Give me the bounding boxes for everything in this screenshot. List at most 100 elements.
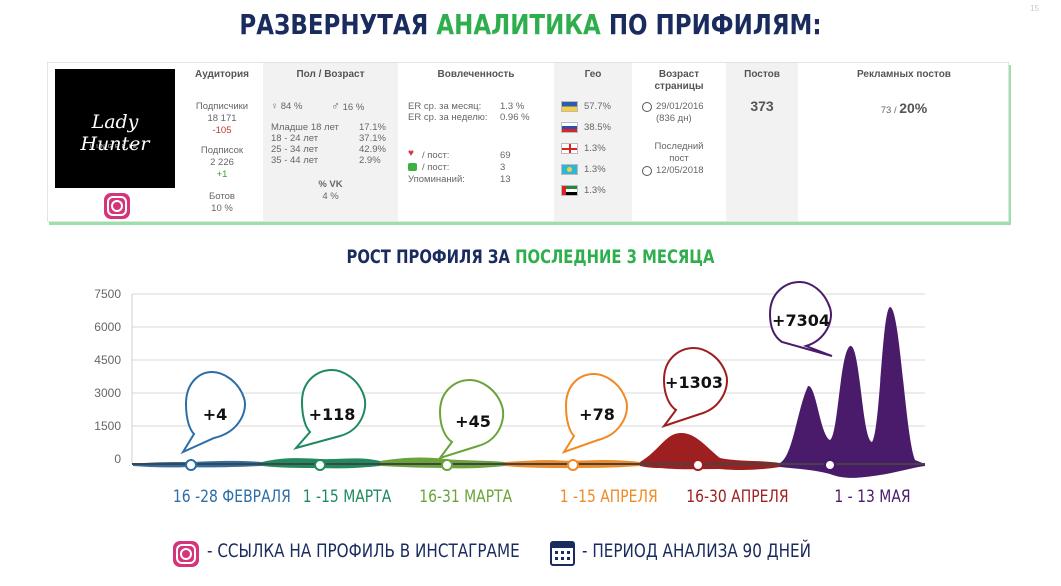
georgia-flag-icon <box>561 143 578 154</box>
logo-subtext: LINGERIE <box>90 144 140 150</box>
russia-flag-icon <box>561 122 578 133</box>
heart-icon: ♥ <box>408 148 414 159</box>
following-delta: +1 <box>216 169 228 180</box>
engagement-column: Вовлеченность ER ср. за месяц: 1.3 % ER … <box>400 63 552 221</box>
age-value: 17.1% <box>359 122 386 133</box>
posts-value: 373 <box>750 98 774 114</box>
period-label: 16-30 АПРЕЛЯ <box>686 487 789 507</box>
geo-header: Гео <box>584 69 602 80</box>
callout-mar1: +118 <box>293 368 367 450</box>
age-value: 2.9% <box>359 155 381 166</box>
posts-header: Постов <box>744 69 780 80</box>
gender-age-column: Пол / Возраст ♀ 84 % ♂ 16 % Младше 18 ле… <box>263 63 398 221</box>
period-marker <box>185 459 197 471</box>
instagram-icon[interactable] <box>104 193 130 219</box>
page-number: 15 <box>1030 4 1039 13</box>
y-tick: 4500 <box>94 353 121 367</box>
kazakhstan-flag-icon <box>561 164 578 175</box>
growth-label: +118 <box>309 405 356 424</box>
profile-logo-column: Lady Hunter LINGERIE <box>48 63 183 221</box>
period-label: 16-31 МАРТА <box>419 487 513 507</box>
clock-icon <box>642 102 652 112</box>
chart-subtitle: РОСТ ПРОФИЛЯ ЗА ПОСЛЕДНИЕ 3 МЕСЯЦА <box>346 246 715 268</box>
y-tick: 7500 <box>94 287 121 301</box>
bots-value: 10 % <box>211 203 233 214</box>
page-age-days: (836 дн) <box>656 113 692 124</box>
period-marker <box>692 459 704 471</box>
ads-stat: 73 / 20% <box>880 100 928 116</box>
period-label: 1 -15 МАРТА <box>302 487 392 507</box>
clock-icon <box>642 166 652 176</box>
male-stat: ♂ 16 % <box>331 99 365 113</box>
posts-column: Постов 373 <box>726 63 798 221</box>
y-tick: 6000 <box>94 320 121 334</box>
growth-chart: 7500 6000 4500 3000 1500 0 +4 +118 +45 +… <box>94 280 925 478</box>
profile-logo: Lady Hunter LINGERIE <box>55 69 175 188</box>
comments-value: 3 <box>500 162 506 173</box>
legend-instagram: - ССЫЛКА НА ПРОФИЛЬ В ИНСТАГРАМЕ <box>207 540 520 562</box>
following-label: Подписок <box>200 145 244 156</box>
geo-column: Гео 57.7% 38.5% 1.3% 1.3% 1.3% <box>554 63 632 221</box>
vk-label: % VK <box>318 179 343 190</box>
period-marker <box>824 459 836 471</box>
growth-label: +78 <box>579 405 615 424</box>
bots-label: Ботов <box>209 191 235 202</box>
age-label: Младше 18 лет <box>271 122 339 133</box>
female-icon: ♀ <box>271 101 279 112</box>
callout-may: +7304 <box>768 280 833 357</box>
uae-flag-icon <box>561 185 578 196</box>
y-tick: 1500 <box>94 419 121 433</box>
age-label: 35 - 44 лет <box>271 155 319 166</box>
ads-header: Рекламных постов <box>857 69 951 80</box>
area-may <box>780 307 925 478</box>
growth-label: +1303 <box>665 373 723 392</box>
callout-mar2: +45 <box>437 378 505 460</box>
er-week-label: ER ср. за неделю: <box>408 112 488 123</box>
area-apr2 <box>640 432 780 471</box>
female-stat: ♀ 84 % <box>271 101 303 112</box>
age-value: 42.9% <box>359 144 386 155</box>
profile-card: Lady Hunter LINGERIE Аудитория Подписчик… <box>47 62 1009 222</box>
ukraine-flag-icon <box>561 101 578 112</box>
y-tick: 3000 <box>94 386 121 400</box>
last-post-label: Последний <box>654 141 704 152</box>
likes-label: / пост: <box>422 150 450 161</box>
callout-apr1: +78 <box>561 372 628 454</box>
age-label: 18 - 24 лет <box>271 133 319 144</box>
period-label: 16 -28 ФЕВРАЛЯ <box>172 487 291 507</box>
last-post-date: 12/05/2018 <box>656 165 704 176</box>
period-label: 1 -15 АПРЕЛЯ <box>559 487 658 507</box>
growth-label: +4 <box>203 405 228 424</box>
page-age-header: Возраст страницы <box>654 69 704 92</box>
logo-text: Lady Hunter <box>80 111 150 155</box>
following-value: 2 226 <box>210 157 234 168</box>
followers-value: 18 171 <box>207 113 237 124</box>
page-title: РАЗВЕРНУТАЯ АНАЛИТИКА ПО ПРИФИЛЯМ: <box>239 8 822 41</box>
age-label: 25 - 34 лет <box>271 144 319 155</box>
mentions-value: 13 <box>500 174 511 185</box>
geo-value: 57.7% <box>584 101 611 112</box>
period-marker <box>314 459 326 471</box>
audience-header: Аудитория <box>195 69 249 80</box>
er-month-label: ER ср. за месяц: <box>408 101 482 112</box>
legend-period: - ПЕРИОД АНАЛИЗА 90 ДНЕЙ <box>582 540 812 562</box>
er-week-value: 0.96 % <box>500 112 530 123</box>
comment-icon <box>408 163 417 171</box>
period-label: 1 - 13 МАЯ <box>834 487 911 507</box>
comments-label: / пост: <box>422 162 450 173</box>
growth-label: +7304 <box>772 311 830 330</box>
callout-feb: +4 <box>180 370 246 455</box>
engagement-header: Вовлеченность <box>437 69 515 80</box>
geo-value: 1.3% <box>584 185 606 196</box>
ads-column: Рекламных постов 73 / 20% <box>800 63 1008 221</box>
calendar-icon <box>550 541 575 566</box>
vk-value: 4 % <box>322 191 339 202</box>
followers-label: Подписчики <box>195 101 249 112</box>
y-tick: 0 <box>114 452 121 466</box>
geo-value: 1.3% <box>584 164 606 175</box>
instagram-icon <box>173 541 199 567</box>
audience-column: Аудитория Подписчики 18 171 -105 Подписо… <box>183 63 261 221</box>
geo-value: 1.3% <box>584 143 606 154</box>
age-value: 37.1% <box>359 133 386 144</box>
callout-apr2: +1303 <box>661 346 728 428</box>
